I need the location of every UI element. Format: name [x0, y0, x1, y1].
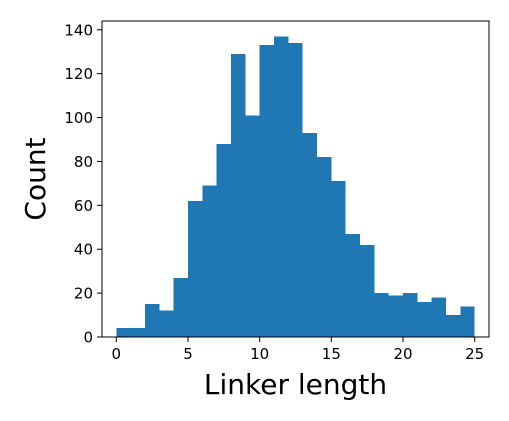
histogram-bar — [460, 306, 475, 337]
x-tick-label: 5 — [183, 345, 193, 363]
histogram-bar — [374, 293, 389, 337]
histogram-bar — [388, 295, 403, 337]
x-tick-label: 0 — [112, 345, 122, 363]
histogram-bar — [231, 53, 246, 338]
y-tick-label: 20 — [74, 285, 93, 303]
axes-frame — [101, 20, 490, 338]
y-tick-label: 100 — [64, 109, 93, 127]
x-tick-label: 15 — [322, 345, 341, 363]
histogram-bar — [159, 310, 174, 337]
y-tick-label: 120 — [64, 65, 93, 83]
y-axis-ticks: 0 20 40 60 80 100 120 140 — [64, 21, 102, 347]
bars-group — [116, 36, 475, 338]
histogram-bar — [403, 293, 418, 337]
y-axis-title: Count — [19, 137, 52, 220]
histogram-bar — [345, 233, 360, 337]
y-tick-label: 80 — [74, 153, 93, 171]
histogram-bar — [360, 244, 375, 337]
histogram-bar — [431, 297, 446, 337]
x-tick-label: 10 — [250, 345, 269, 363]
x-tick-label: 20 — [393, 345, 412, 363]
x-axis-ticks: 0 5 10 15 20 25 — [112, 337, 484, 363]
histogram-bar — [331, 181, 346, 337]
y-tick-label: 0 — [83, 329, 93, 347]
histogram-bar — [145, 304, 160, 337]
histogram-bar — [173, 277, 188, 337]
histogram-bar — [245, 115, 260, 337]
histogram-bar — [288, 42, 303, 337]
histogram-bar — [259, 45, 274, 338]
histogram-bar — [417, 301, 432, 337]
histogram-bar — [216, 143, 231, 337]
x-axis-title: Linker length — [204, 368, 387, 401]
histogram-bar — [130, 328, 145, 337]
histogram-bar — [202, 185, 217, 337]
y-tick-label: 40 — [74, 241, 93, 259]
histogram-bar — [446, 315, 461, 337]
histogram-bar — [317, 157, 332, 337]
y-tick-label: 60 — [74, 197, 93, 215]
histogram-bar — [188, 200, 203, 337]
histogram-bar — [274, 36, 289, 337]
histogram-bar — [116, 328, 131, 337]
y-tick-label: 140 — [64, 21, 93, 39]
x-tick-label: 25 — [465, 345, 484, 363]
histogram-bar — [302, 132, 317, 337]
